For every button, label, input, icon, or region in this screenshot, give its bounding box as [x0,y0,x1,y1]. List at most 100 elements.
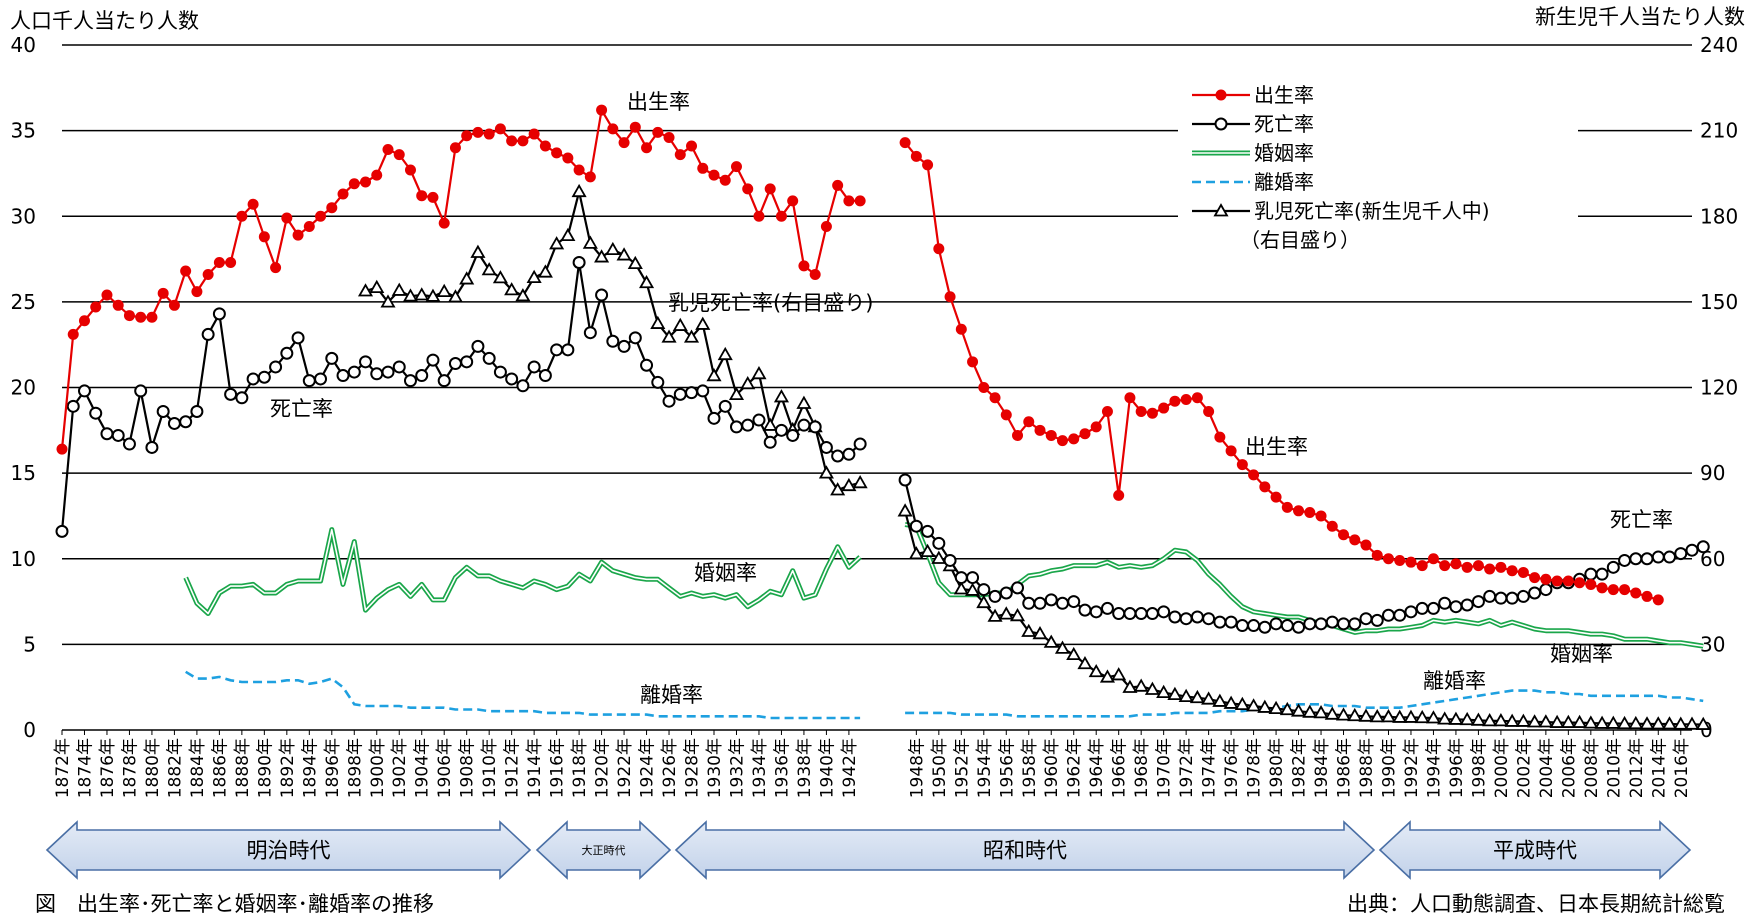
data-point [627,255,643,270]
data-point [1337,617,1351,631]
data-point [562,152,574,164]
x-tick-label: 1978年 [1245,738,1265,798]
data-point [100,427,114,441]
data-point [1045,429,1057,441]
data-point [571,183,587,198]
x-tick-label: 2014年 [1649,738,1669,798]
data-point [661,329,677,343]
data-point [560,227,576,242]
data-point [336,369,350,383]
data-point [977,583,991,597]
data-point [1685,543,1699,557]
data-point [1641,590,1653,602]
data-point [1190,610,1204,624]
data-point [1347,707,1363,722]
data-point [55,524,69,538]
data-point [1427,553,1439,565]
data-point [898,473,912,487]
data-point [1180,393,1192,405]
data-point [393,149,405,161]
data-point [416,190,428,202]
data-point [696,384,710,398]
grid-lines [62,44,1692,731]
data-point [1079,428,1091,440]
x-tick-label: 2010年 [1604,738,1624,798]
data-point [1158,402,1170,414]
data-point [1135,405,1147,417]
data-point [1338,529,1350,541]
data-point [1416,560,1428,572]
x-tick-label: 1888年 [233,738,253,798]
data-point [1583,715,1599,729]
data-point [1078,603,1092,617]
data-point [1438,596,1452,610]
data-point [718,399,732,413]
data-point [247,198,259,210]
data-point [1009,608,1026,622]
data-point [730,161,742,173]
x-tick-label: 1928年 [683,738,703,798]
data-point [1425,710,1441,724]
data-point [191,286,203,298]
data-point [292,229,304,241]
data-point [1381,608,1395,622]
data-point [1247,619,1261,633]
x-tick-label: 1964年 [1087,738,1107,798]
y-right-tick-label: 210 [1700,119,1738,143]
data-point [685,386,699,400]
y-right-tick-label: 30 [1700,632,1725,656]
x-tick-label: 1932年 [727,738,747,798]
data-point [403,374,417,388]
era-meiji: 明治時代 [45,820,532,880]
data-point [650,315,666,329]
data-point [1123,607,1137,621]
data-point [516,379,530,393]
era-heisei: 平成時代 [1378,820,1692,880]
data-point [347,365,361,379]
legend-item-birth: 出生率 [1192,83,1314,107]
x-tick-label: 1882年 [165,738,185,798]
x-tick-label: 1910年 [480,738,500,798]
data-point [190,404,204,418]
data-point [1223,695,1239,709]
y-left-tick-label: 40 [11,33,36,57]
data-point [179,415,193,429]
data-point [673,387,687,401]
data-point [852,475,868,489]
data-point [629,121,641,133]
data-point [1144,681,1160,695]
data-point [1562,575,1574,587]
data-point [348,178,360,190]
data-point [717,346,733,361]
data-point [819,440,833,454]
data-point [482,351,496,365]
data-point [910,150,922,162]
data-point [202,268,214,280]
data-point [854,195,866,207]
data-point [616,247,632,261]
data-point [448,357,462,371]
era-label: 大正時代 [582,843,626,857]
data-point [762,417,778,431]
x-tick-label: 1906年 [435,738,455,798]
data-point [1414,709,1430,724]
x-tick-label: 1980年 [1267,738,1287,798]
data-point [908,546,924,560]
data-point [944,291,956,303]
data-point [1189,689,1205,704]
series-infant [357,183,1711,730]
data-point [539,140,551,152]
data-point [1201,691,1217,705]
data-point [1326,520,1338,532]
data-point [1517,566,1529,578]
data-point [291,331,305,345]
data-point [1056,435,1068,447]
data-point [695,316,711,330]
x-axis-ticks: 1872年 1874年 1876年 1878年 1880年 1882年 1884年 1886年… [53,730,1692,798]
data-point [955,323,967,335]
x-tick-label: 1994年 [1424,738,1444,798]
data-point [1089,605,1103,619]
data-point [1066,646,1082,661]
